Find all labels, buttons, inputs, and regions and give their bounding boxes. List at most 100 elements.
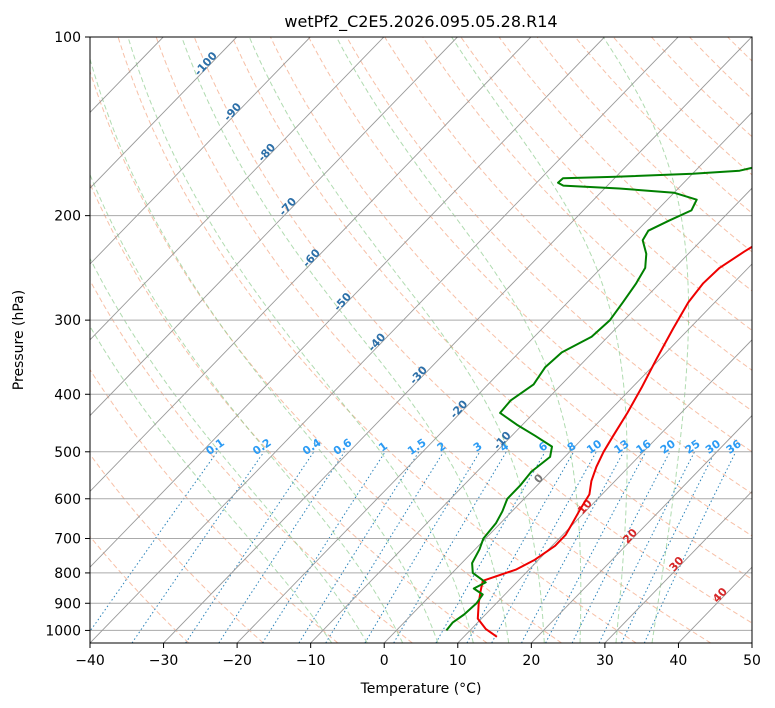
mixing-ratio-label: 0.1 xyxy=(203,436,226,458)
dry-adiabat xyxy=(726,37,752,62)
moist-adiabat xyxy=(451,37,628,643)
moist-adiabat xyxy=(181,37,510,643)
dry-adiabat xyxy=(764,35,775,643)
isotherm xyxy=(90,37,458,417)
mixing-ratio-line xyxy=(131,451,265,643)
dry-adiabat xyxy=(269,37,752,537)
dry-adiabat xyxy=(307,37,752,495)
mixing-ratio-label: 20 xyxy=(658,437,678,457)
dry-adiabat xyxy=(90,535,190,643)
dry-adiabat xyxy=(155,37,712,643)
isotherm-label: 20 xyxy=(620,526,640,546)
y-tick-label: 900 xyxy=(54,596,81,612)
mixing-ratio-line xyxy=(643,451,737,643)
isotherm-label: -70 xyxy=(276,195,299,219)
moist-adiabat xyxy=(90,57,439,643)
x-tick-label: −40 xyxy=(75,653,105,669)
x-tick-label: 20 xyxy=(522,653,540,669)
isotherm-label: -90 xyxy=(221,100,244,124)
isotherm xyxy=(751,642,752,643)
moist-adiabat xyxy=(90,257,368,643)
mixing-ratio-line xyxy=(298,451,420,643)
mixing-ratio-line xyxy=(598,451,696,643)
mixing-ratio-line xyxy=(262,451,386,643)
mixing-ratio-line xyxy=(571,451,671,643)
y-tick-label: 800 xyxy=(54,566,81,582)
dry-adiabat xyxy=(90,279,413,643)
mixing-ratio-line xyxy=(435,451,546,643)
dry-adiabat xyxy=(90,453,264,643)
dry-adiabat xyxy=(612,37,752,176)
mixing-ratio-label: 30 xyxy=(703,437,723,457)
y-tick-label: 1000 xyxy=(45,623,81,639)
dry-adiabat xyxy=(422,37,752,371)
isotherm xyxy=(90,37,385,341)
isotherm-label: 40 xyxy=(710,585,730,605)
x-tick-label: 10 xyxy=(449,653,467,669)
series-line-temperature xyxy=(476,245,752,638)
dry-adiabat xyxy=(688,37,752,100)
dry-adiabat xyxy=(90,368,339,643)
isotherm xyxy=(90,37,311,265)
dry-adiabat xyxy=(536,37,752,253)
x-tick-label: 50 xyxy=(743,653,761,669)
dry-adiabat xyxy=(384,37,752,412)
x-tick-label: 0 xyxy=(380,653,389,669)
isotherm xyxy=(90,37,605,568)
dry-adiabat xyxy=(346,37,752,453)
dry-adiabat xyxy=(90,182,488,643)
isotherm-label: -100 xyxy=(192,49,220,78)
isotherm-label: 0 xyxy=(531,471,546,486)
y-tick-label: 600 xyxy=(54,492,81,508)
moist-adiabat xyxy=(90,173,404,643)
dry-adiabat xyxy=(498,37,752,292)
mixing-ratio-label: 36 xyxy=(724,437,744,457)
x-axis-label: Temperature (°C) xyxy=(360,681,482,697)
chart-title: wetPf2_C2E5.2026.095.05.28.R14 xyxy=(284,12,557,32)
mixing-ratio-line xyxy=(90,451,218,633)
isotherm xyxy=(236,111,752,643)
x-axis-ticks: −40 −30 −20 −10 0 10 20 30 40 50 xyxy=(75,643,761,669)
y-tick-label: 700 xyxy=(54,532,81,548)
x-tick-label: 30 xyxy=(596,653,614,669)
x-tick-label: −20 xyxy=(222,653,252,669)
mixing-ratio-label: 10 xyxy=(584,437,604,457)
mixing-ratio-line xyxy=(218,451,346,643)
isotherm-label: -30 xyxy=(407,363,430,387)
dry-adiabat xyxy=(231,37,752,580)
mixing-ratio-line xyxy=(364,451,481,643)
isotherm-label: -80 xyxy=(255,141,278,165)
moist-adiabat xyxy=(127,37,474,643)
mixing-ratio-line xyxy=(325,451,445,643)
mixing-ratio-line xyxy=(545,451,647,643)
isotherm-label: -20 xyxy=(447,397,470,421)
isotherm xyxy=(90,37,679,643)
mixing-ratio-label: 0.2 xyxy=(250,436,273,458)
x-tick-label: 40 xyxy=(670,653,688,669)
y-tick-label: 400 xyxy=(54,387,81,403)
dry-adiabat xyxy=(650,37,752,138)
mixing-ratio-line xyxy=(393,451,507,643)
x-tick-label: −10 xyxy=(296,653,326,669)
series-line-dewpoint xyxy=(445,166,752,632)
isotherm-label: -40 xyxy=(365,330,388,354)
mixing-ratio-line xyxy=(621,451,716,643)
y-tick-label: 200 xyxy=(54,209,81,225)
mixing-ratio-label: 0.6 xyxy=(331,436,355,458)
mixing-ratio-label: 25 xyxy=(683,437,703,456)
background-lines xyxy=(90,35,775,643)
mixing-ratio-label: 1.5 xyxy=(405,436,428,458)
y-tick-label: 100 xyxy=(54,30,81,46)
y-tick-label: 300 xyxy=(54,313,81,329)
y-axis-ticks: 100 200 300 400 500 600 700 800 900 1000 xyxy=(45,30,90,639)
dry-adiabat xyxy=(460,37,752,332)
mixing-ratio-line xyxy=(466,451,575,643)
y-tick-label: 500 xyxy=(54,445,81,461)
mixing-ratio-label: 16 xyxy=(634,437,654,457)
isotherm xyxy=(310,187,752,643)
isotherm xyxy=(163,37,752,643)
dry-adiabat xyxy=(90,69,562,643)
dry-adiabat xyxy=(574,37,752,214)
isotherm xyxy=(530,414,752,643)
isotherm xyxy=(90,37,238,189)
